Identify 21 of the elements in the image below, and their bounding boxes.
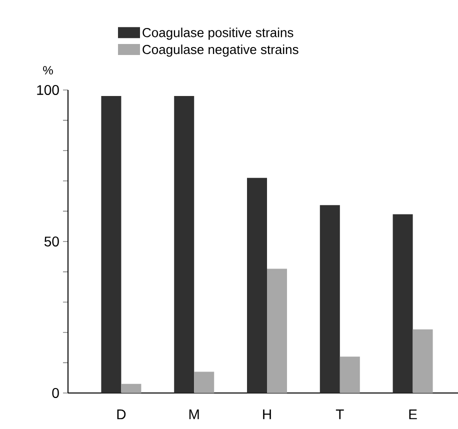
x-tick-label: H [263,410,271,420]
y-axis-title: % [43,66,53,74]
x-tick-label: D [117,410,126,420]
bar [101,96,122,393]
x-tick-label: T [336,410,344,420]
x-tick-label: E [409,410,417,420]
bar [121,384,142,393]
y-tick-label: 50 [44,236,59,246]
legend-label: Coagulase negative strains [142,44,298,57]
bar [247,178,268,393]
legend-label: Coagulase positive strains [142,28,294,40]
bar [340,356,360,393]
y-tick-label: 0 [52,388,59,398]
y-tick-label: 100 [37,85,59,95]
bar [412,329,433,393]
bar [320,205,340,393]
bar [392,214,413,393]
bar [194,372,214,393]
bar [174,96,194,393]
bar [267,268,288,393]
x-tick-label: M [189,410,199,420]
